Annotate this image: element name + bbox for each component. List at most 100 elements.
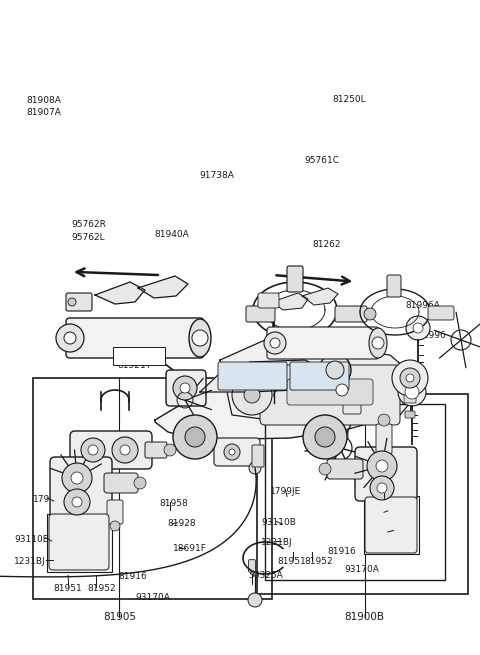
Circle shape — [232, 375, 272, 415]
Text: 81521T: 81521T — [118, 361, 152, 370]
Polygon shape — [155, 378, 360, 440]
Circle shape — [406, 374, 414, 382]
Ellipse shape — [369, 328, 387, 358]
Circle shape — [406, 316, 430, 340]
FancyBboxPatch shape — [343, 396, 361, 414]
FancyBboxPatch shape — [66, 318, 204, 358]
Text: 93170A: 93170A — [345, 565, 380, 574]
Text: 1799JE: 1799JE — [270, 487, 301, 496]
Text: 1799JE: 1799JE — [33, 495, 64, 504]
Circle shape — [319, 463, 331, 475]
Text: 81907A: 81907A — [26, 108, 61, 117]
Circle shape — [224, 444, 240, 460]
Circle shape — [64, 332, 76, 344]
Circle shape — [112, 437, 138, 463]
Circle shape — [398, 378, 426, 406]
Circle shape — [320, 368, 364, 412]
Text: 81958: 81958 — [373, 490, 402, 499]
Text: 81958: 81958 — [159, 498, 188, 508]
FancyBboxPatch shape — [104, 473, 138, 493]
FancyBboxPatch shape — [258, 293, 279, 308]
Circle shape — [229, 449, 235, 455]
FancyBboxPatch shape — [355, 447, 417, 501]
Circle shape — [134, 477, 146, 489]
Circle shape — [400, 368, 420, 388]
FancyBboxPatch shape — [50, 457, 112, 519]
Circle shape — [68, 298, 76, 306]
Text: 81996: 81996 — [418, 331, 446, 340]
Circle shape — [251, 572, 253, 574]
Text: 81940A: 81940A — [155, 230, 189, 239]
Circle shape — [413, 323, 423, 333]
Text: 81952: 81952 — [305, 557, 334, 566]
Circle shape — [180, 383, 190, 393]
Circle shape — [64, 489, 90, 515]
Circle shape — [270, 338, 280, 348]
Text: 95762L: 95762L — [71, 233, 105, 242]
Circle shape — [244, 387, 260, 403]
Circle shape — [336, 384, 348, 396]
Circle shape — [173, 415, 217, 459]
FancyBboxPatch shape — [66, 293, 92, 311]
Bar — [364, 496, 419, 554]
Bar — [47, 514, 112, 572]
Text: 81262: 81262 — [312, 240, 340, 249]
Circle shape — [185, 427, 205, 447]
FancyBboxPatch shape — [335, 411, 349, 421]
FancyBboxPatch shape — [428, 306, 454, 320]
Circle shape — [392, 360, 428, 396]
Text: 81916: 81916 — [328, 547, 357, 556]
Text: 95761C: 95761C — [305, 156, 340, 165]
Text: 93110B: 93110B — [14, 534, 49, 544]
Text: 91738A: 91738A — [199, 171, 234, 180]
Circle shape — [56, 324, 84, 352]
Bar — [113, 347, 165, 365]
FancyBboxPatch shape — [404, 395, 416, 403]
Text: 93170A: 93170A — [136, 593, 171, 602]
Circle shape — [71, 472, 83, 484]
FancyBboxPatch shape — [287, 266, 303, 292]
Text: 81916: 81916 — [119, 572, 147, 581]
Circle shape — [372, 337, 384, 349]
Text: 1231BJ: 1231BJ — [261, 538, 293, 547]
Text: 81905: 81905 — [103, 612, 136, 622]
FancyBboxPatch shape — [70, 431, 152, 469]
Circle shape — [367, 451, 397, 481]
Bar — [33, 378, 272, 599]
Text: 81996A: 81996A — [406, 301, 441, 310]
FancyBboxPatch shape — [145, 442, 167, 458]
Bar — [265, 404, 445, 580]
Circle shape — [378, 414, 390, 426]
Circle shape — [88, 445, 98, 455]
FancyBboxPatch shape — [166, 370, 206, 406]
Circle shape — [303, 415, 347, 459]
Text: 93110B: 93110B — [261, 518, 296, 527]
Circle shape — [248, 593, 262, 607]
Circle shape — [173, 376, 197, 400]
Circle shape — [249, 462, 261, 474]
Circle shape — [364, 308, 376, 320]
Circle shape — [377, 483, 387, 493]
FancyBboxPatch shape — [365, 497, 417, 553]
Bar — [257, 394, 468, 594]
Polygon shape — [272, 293, 308, 310]
Circle shape — [405, 385, 419, 399]
Ellipse shape — [189, 319, 211, 357]
FancyBboxPatch shape — [376, 424, 392, 454]
FancyBboxPatch shape — [249, 559, 255, 572]
Text: 81952: 81952 — [88, 584, 117, 593]
Circle shape — [319, 354, 351, 386]
FancyBboxPatch shape — [336, 431, 348, 439]
Circle shape — [164, 444, 176, 456]
Text: 81951: 81951 — [54, 584, 83, 593]
FancyBboxPatch shape — [252, 445, 264, 467]
Circle shape — [315, 427, 335, 447]
FancyBboxPatch shape — [260, 365, 400, 425]
Polygon shape — [95, 282, 145, 304]
Circle shape — [370, 476, 394, 500]
Circle shape — [264, 332, 286, 354]
FancyBboxPatch shape — [246, 306, 275, 322]
FancyBboxPatch shape — [387, 275, 401, 297]
Circle shape — [81, 438, 105, 462]
Polygon shape — [220, 340, 425, 430]
